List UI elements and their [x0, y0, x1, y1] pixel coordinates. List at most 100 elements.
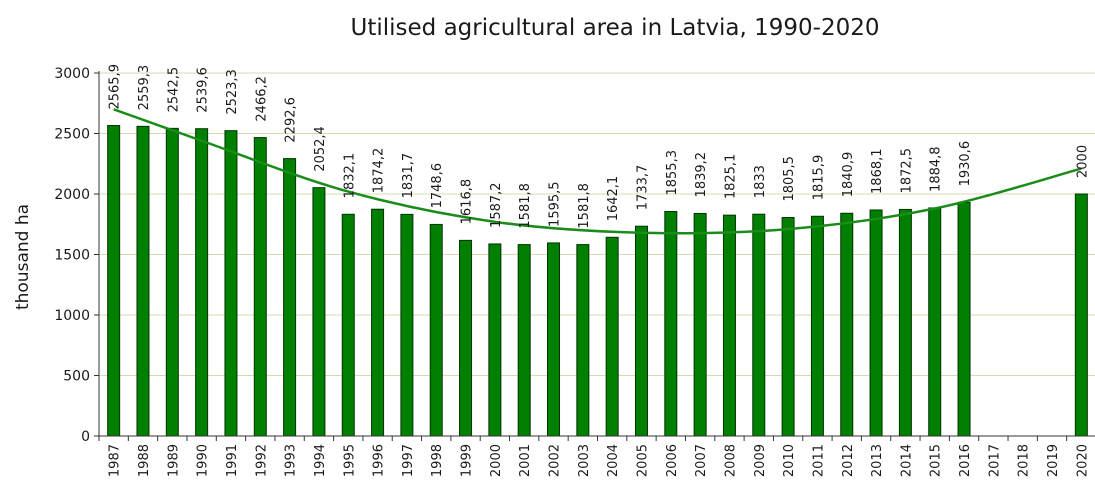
data-label: 1839,2 [694, 152, 709, 198]
x-tick-label: 2010 [782, 444, 797, 477]
x-tick-label: 2000 [489, 444, 504, 477]
trendline [113, 108, 1082, 235]
y-tick-label: 0 [81, 429, 90, 445]
data-label: 1832,1 [342, 153, 357, 199]
x-tick-label: 2015 [929, 444, 944, 477]
bar [634, 225, 648, 437]
bar [312, 187, 326, 437]
data-label: 1833 [753, 165, 768, 198]
bar [547, 242, 561, 437]
x-tick-label: 2002 [548, 444, 563, 477]
data-label: 2052,4 [313, 126, 328, 172]
bar [341, 213, 355, 437]
x-tick-label: 2012 [841, 444, 856, 477]
axes [94, 71, 1095, 441]
x-tick-label: 1992 [254, 444, 269, 477]
x-tick-label: 2017 [987, 444, 1002, 477]
bar [429, 223, 443, 437]
x-tick-label: 1997 [401, 444, 416, 477]
bar [253, 137, 267, 437]
x-tick-label: 1998 [430, 444, 445, 477]
x-tick-label: 1996 [372, 444, 387, 477]
y-tick-label: 3000 [54, 66, 90, 82]
x-tick-label: 2013 [870, 444, 885, 477]
bar [898, 208, 912, 437]
data-label: 1884,8 [929, 146, 944, 192]
bar [371, 208, 385, 437]
y-axis-label: thousand ha [13, 204, 33, 310]
x-tick-label: 2011 [811, 444, 826, 477]
data-label: 1815,9 [811, 155, 826, 201]
y-tick-label: 500 [63, 369, 90, 385]
bar [136, 125, 150, 437]
data-labels: 2565,9 2559,3 2542,5 2539,6 2523,3 2466,2 2292… [108, 64, 1091, 229]
x-tick-label: 2018 [1017, 444, 1032, 477]
data-label: 2542,5 [166, 67, 181, 113]
x-tick-label: 2006 [665, 444, 680, 477]
data-label: 1930,6 [958, 141, 973, 187]
data-label: 1855,3 [665, 150, 680, 196]
bar [165, 127, 179, 437]
y-tick-label: 2500 [54, 127, 90, 143]
bar [664, 211, 678, 437]
data-label: 1733,7 [635, 165, 650, 211]
x-tick-label: 2019 [1046, 444, 1061, 477]
y-tick-label: 2000 [54, 187, 90, 203]
data-label: 1595,5 [548, 181, 563, 227]
trendline-path [113, 108, 1082, 235]
data-label: 1805,5 [782, 156, 797, 202]
data-label: 1587,2 [489, 182, 504, 228]
bar [928, 207, 942, 437]
data-label: 1642,1 [606, 176, 621, 222]
x-tick-label: 2004 [606, 444, 621, 477]
y-tick-labels: 0 500 1000 1500 2000 2500 3000 [54, 66, 90, 445]
bar [693, 212, 707, 437]
bar [195, 128, 209, 437]
data-label: 1831,7 [401, 153, 416, 199]
data-label: 2539,6 [196, 67, 211, 113]
x-tick-label: 2020 [1075, 444, 1090, 477]
x-tick-label: 1990 [196, 444, 211, 477]
x-tick-label: 1995 [342, 444, 357, 477]
bar [810, 215, 824, 437]
data-label: 2466,2 [254, 76, 269, 122]
bar [576, 244, 590, 437]
x-tick-label: 1988 [137, 444, 152, 477]
x-tick-labels: 1987 1988 1989 1990 1991 1992 1993 1994 1995 1996… [108, 444, 1091, 477]
bar [722, 214, 736, 437]
bar [957, 201, 971, 437]
x-tick-label: 2016 [958, 444, 973, 477]
x-tick-label: 1999 [460, 444, 475, 477]
x-tick-label: 2007 [694, 444, 709, 477]
chart-title: Utilised agricultural area in Latvia, 19… [351, 15, 880, 41]
grid [99, 72, 1095, 376]
bar [400, 213, 414, 437]
bar [781, 217, 795, 437]
bar [107, 125, 121, 437]
x-tick-label: 1987 [108, 444, 123, 477]
bar [283, 158, 297, 437]
data-label: 2292,6 [284, 97, 299, 143]
bar [752, 213, 766, 437]
data-label: 2559,3 [137, 65, 152, 111]
data-label: 1581,8 [518, 183, 533, 229]
bar [1074, 193, 1088, 437]
x-tick-label: 2009 [753, 444, 768, 477]
data-label: 1748,6 [430, 163, 445, 209]
x-tick-label: 2005 [635, 444, 650, 477]
x-tick-label: 1991 [225, 444, 240, 477]
bar [517, 244, 531, 437]
data-label: 1581,8 [577, 183, 592, 229]
data-label: 2000 [1075, 145, 1090, 178]
bars [107, 125, 1088, 437]
data-label: 2565,9 [108, 64, 123, 110]
x-tick-label: 1994 [313, 444, 328, 477]
bar [224, 130, 238, 437]
bar [488, 243, 502, 437]
data-label: 1872,5 [899, 148, 914, 194]
x-tick-label: 2003 [577, 444, 592, 477]
data-label: 1825,1 [723, 154, 738, 200]
data-label: 1840,9 [841, 152, 856, 198]
